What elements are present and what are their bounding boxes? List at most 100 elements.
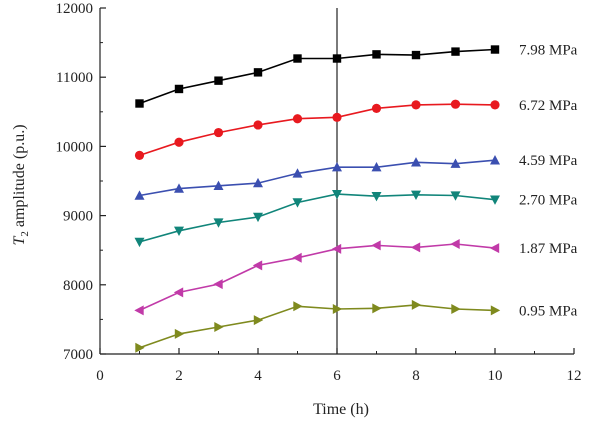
data-point <box>411 299 422 310</box>
series-label: 7.98 MPa <box>519 43 578 59</box>
data-point <box>134 305 144 316</box>
x-tick-label: 12 <box>567 368 582 384</box>
data-point <box>450 158 461 168</box>
data-point <box>451 304 461 315</box>
data-point <box>213 279 223 290</box>
data-point <box>173 287 184 298</box>
series-label: 4.59 MPa <box>519 153 578 169</box>
series-line <box>139 48 496 105</box>
series <box>134 189 500 248</box>
data-point <box>451 47 460 56</box>
data-point <box>332 304 343 315</box>
data-point <box>331 243 342 254</box>
x-axis-title: Time (h) <box>313 401 369 418</box>
series-line <box>139 159 496 197</box>
data-point <box>174 183 184 193</box>
y-tick-label: 11000 <box>56 70 93 86</box>
data-point <box>371 103 382 113</box>
data-point <box>252 260 263 271</box>
series-label: 2.70 MPa <box>519 193 578 209</box>
data-point <box>253 68 263 77</box>
data-point <box>174 328 185 339</box>
data-point <box>213 218 224 228</box>
data-point <box>371 161 382 172</box>
data-point <box>134 237 145 248</box>
data-point <box>253 177 263 188</box>
series-label: 0.95 MPa <box>519 303 578 319</box>
y-tick-label: 7000 <box>63 347 93 363</box>
data-point <box>450 191 461 201</box>
data-point <box>292 198 303 208</box>
data-point <box>292 114 303 124</box>
series-label: 1.87 MPa <box>519 241 578 257</box>
data-point <box>371 192 382 202</box>
data-point <box>213 180 224 191</box>
data-point <box>253 212 263 223</box>
series-line <box>139 304 496 349</box>
data-point <box>490 195 500 205</box>
y-tick-label: 8000 <box>63 278 93 294</box>
x-tick-label: 10 <box>488 368 503 384</box>
series <box>134 238 500 316</box>
data-point <box>411 157 421 167</box>
ticks: 0 2 4 6 8 10 12 7000 8000 9000 10000 11000 12000 <box>56 1 582 384</box>
data-point <box>332 189 342 200</box>
data-point <box>174 84 184 94</box>
y-axis-title-subscript: 2 <box>19 231 31 237</box>
data-point <box>411 190 421 201</box>
data-point <box>135 342 145 353</box>
x-tick-label: 2 <box>175 368 183 384</box>
data-point <box>134 150 145 160</box>
data-point <box>293 54 302 63</box>
series <box>135 45 500 108</box>
data-point <box>134 190 145 200</box>
data-point <box>489 243 500 254</box>
data-point <box>135 99 144 108</box>
data-point <box>490 100 500 110</box>
x-tick-label: 4 <box>254 368 262 384</box>
data-point <box>411 100 421 110</box>
data-point <box>253 315 264 326</box>
data-point <box>490 305 501 316</box>
data-point <box>253 120 263 130</box>
data-point <box>450 238 460 249</box>
y-tick-label: 10000 <box>56 139 94 155</box>
x-tick-label: 8 <box>412 368 420 384</box>
series <box>134 99 500 160</box>
data-point <box>372 303 382 314</box>
data-point <box>411 50 421 60</box>
y-axis-title: T2 amplitude (p.u.) <box>11 124 31 245</box>
x-tick-label: 6 <box>333 368 341 384</box>
data-point <box>174 226 184 237</box>
data-point <box>332 112 342 122</box>
series-label: 6.72 MPa <box>519 98 578 114</box>
data-point <box>490 155 500 165</box>
y-tick-label: 12000 <box>56 1 94 17</box>
y-axis-title-symbol: T <box>11 236 28 246</box>
data-point <box>332 161 342 172</box>
data-point <box>490 45 500 54</box>
data-point <box>174 137 184 147</box>
data-point <box>332 54 342 63</box>
data-point <box>292 252 302 263</box>
data-point <box>371 240 381 251</box>
series-group <box>134 45 501 353</box>
series-line <box>139 103 496 157</box>
data-point <box>410 242 421 253</box>
y-axis-title-rest: amplitude (p.u.) <box>11 124 28 231</box>
series <box>135 299 501 353</box>
series <box>134 155 500 200</box>
x-tick-label: 0 <box>96 368 104 384</box>
series-line <box>139 243 496 312</box>
series-line <box>139 193 496 243</box>
data-point <box>214 322 224 333</box>
data-point <box>214 76 223 85</box>
data-point <box>292 168 303 178</box>
series-labels: 7.98 MPa 6.72 MPa 4.59 MPa 2.70 MPa 1.87 MPa… <box>519 43 578 320</box>
data-point <box>450 99 461 109</box>
y-tick-label: 9000 <box>63 209 93 225</box>
data-point <box>213 127 224 138</box>
data-point <box>293 301 303 312</box>
